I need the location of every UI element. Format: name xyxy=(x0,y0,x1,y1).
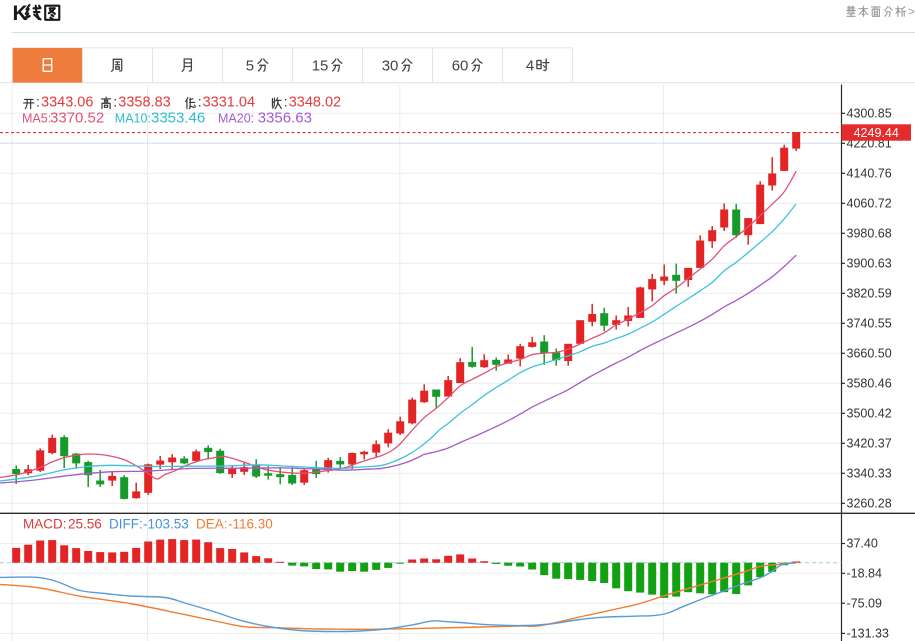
svg-text:3660.50: 3660.50 xyxy=(847,347,892,361)
svg-text:30: 30 xyxy=(382,58,399,75)
svg-text:3353.46: 3353.46 xyxy=(151,110,205,127)
svg-text:3343.06: 3343.06 xyxy=(41,95,93,111)
svg-text:4060.72: 4060.72 xyxy=(847,197,892,211)
svg-text:3580.46: 3580.46 xyxy=(847,377,892,391)
svg-text:4: 4 xyxy=(526,58,534,75)
svg-text:60: 60 xyxy=(452,58,469,75)
svg-text:DIFF:: DIFF: xyxy=(109,516,143,531)
svg-text:-131.33: -131.33 xyxy=(847,627,889,641)
svg-text:-116.30: -116.30 xyxy=(228,516,273,531)
svg-text:3980.68: 3980.68 xyxy=(847,227,892,241)
svg-text:25.56: 25.56 xyxy=(68,516,102,531)
svg-text:DEA:: DEA: xyxy=(196,516,228,531)
svg-text:3348.02: 3348.02 xyxy=(289,95,341,111)
svg-text:15: 15 xyxy=(312,58,329,75)
svg-text:K: K xyxy=(13,2,28,25)
svg-text:3420.37: 3420.37 xyxy=(847,437,892,451)
svg-text::: : xyxy=(198,94,202,110)
svg-text:5: 5 xyxy=(246,58,254,75)
svg-text:>: > xyxy=(908,5,915,19)
svg-text:-103.53: -103.53 xyxy=(143,516,189,531)
svg-text::: : xyxy=(36,94,40,110)
svg-text:3740.55: 3740.55 xyxy=(847,317,892,331)
svg-text:3500.42: 3500.42 xyxy=(847,407,892,421)
svg-text:-18.84: -18.84 xyxy=(847,567,882,581)
svg-text::: : xyxy=(284,94,288,110)
svg-text:3356.63: 3356.63 xyxy=(258,110,312,127)
svg-text:4300.85: 4300.85 xyxy=(847,107,892,121)
svg-text:3900.63: 3900.63 xyxy=(847,257,892,271)
svg-text:3820.59: 3820.59 xyxy=(847,287,892,301)
svg-text:-75.09: -75.09 xyxy=(847,596,882,610)
svg-text:4140.76: 4140.76 xyxy=(847,167,892,181)
svg-text::: : xyxy=(113,94,117,110)
svg-text:3358.83: 3358.83 xyxy=(118,95,170,111)
svg-text:37.40: 37.40 xyxy=(847,537,878,551)
svg-text:3260.28: 3260.28 xyxy=(847,497,892,511)
svg-text:4249.44: 4249.44 xyxy=(854,126,899,140)
svg-text:3370.52: 3370.52 xyxy=(50,110,104,127)
svg-text:3331.04: 3331.04 xyxy=(203,95,255,111)
svg-text:MA10:: MA10: xyxy=(115,112,151,126)
svg-text:MA5:: MA5: xyxy=(22,112,51,126)
svg-text:3340.33: 3340.33 xyxy=(847,467,892,481)
svg-text:MACD:: MACD: xyxy=(23,516,67,531)
svg-text:MA20:: MA20: xyxy=(218,112,254,126)
